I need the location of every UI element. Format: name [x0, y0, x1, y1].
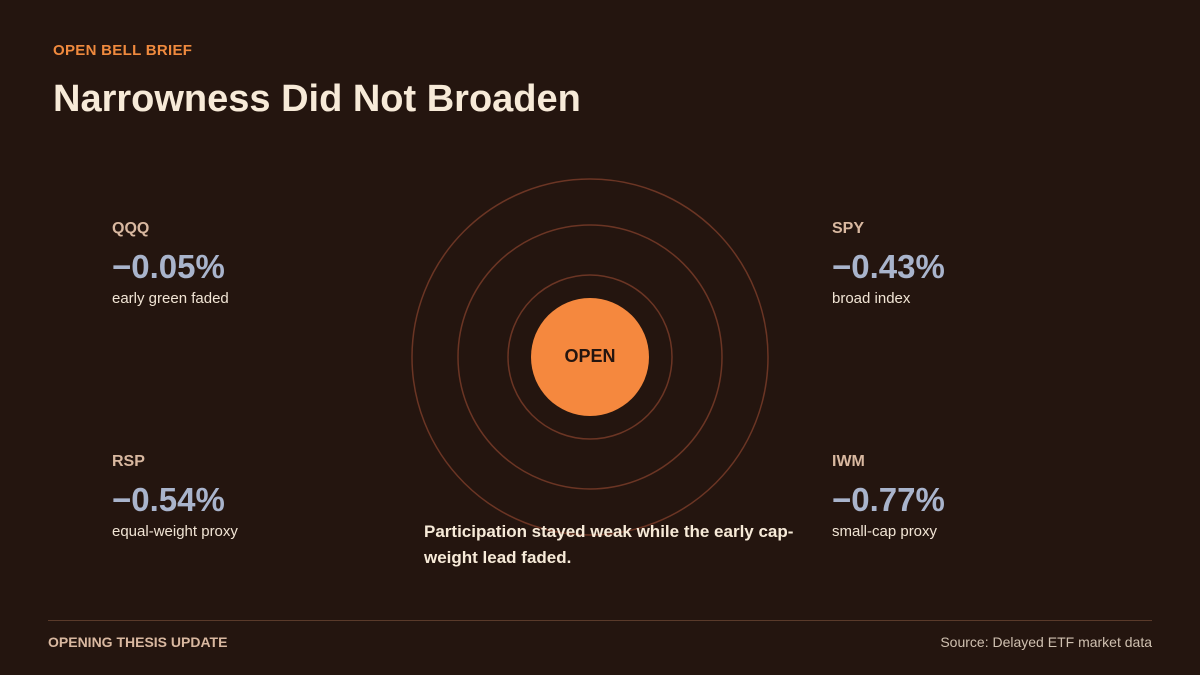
ticker-card: RSP −0.54% equal-weight proxy	[112, 453, 238, 540]
ticker-change: −0.43%	[832, 248, 945, 285]
ticker-change: −0.05%	[112, 248, 225, 285]
ticker-card: QQQ −0.05% early green faded	[112, 220, 229, 307]
ticker-change: −0.77%	[832, 481, 945, 518]
center-label: OPEN	[564, 346, 615, 366]
eyebrow: OPEN BELL BRIEF	[53, 42, 193, 59]
ring	[507, 274, 673, 440]
ticker-symbol: QQQ	[112, 220, 150, 237]
ticker-note: equal-weight proxy	[112, 523, 238, 540]
center-dot	[531, 298, 649, 416]
ticker-note: broad index	[832, 290, 911, 307]
ticker-card: SPY −0.43% broad index	[832, 220, 945, 307]
caption: Participation stayed weak while the earl…	[424, 522, 794, 567]
ticker-note: early green faded	[112, 290, 229, 307]
ticker-symbol: IWM	[832, 453, 865, 470]
source: Source: Delayed ETF market data	[940, 634, 1152, 650]
ring	[411, 178, 769, 536]
ring	[457, 224, 723, 490]
ticker-change: −0.54%	[112, 481, 225, 518]
footer-rule	[48, 620, 1152, 621]
footer-label: OPENING THESIS UPDATE	[48, 634, 228, 650]
title: Narrowness Did Not Broaden	[53, 78, 581, 120]
ticker-note: small-cap proxy	[832, 523, 938, 540]
ticker-symbol: RSP	[112, 453, 145, 470]
ticker-card: IWM −0.77% small-cap proxy	[832, 453, 945, 540]
ticker-symbol: SPY	[832, 220, 865, 237]
